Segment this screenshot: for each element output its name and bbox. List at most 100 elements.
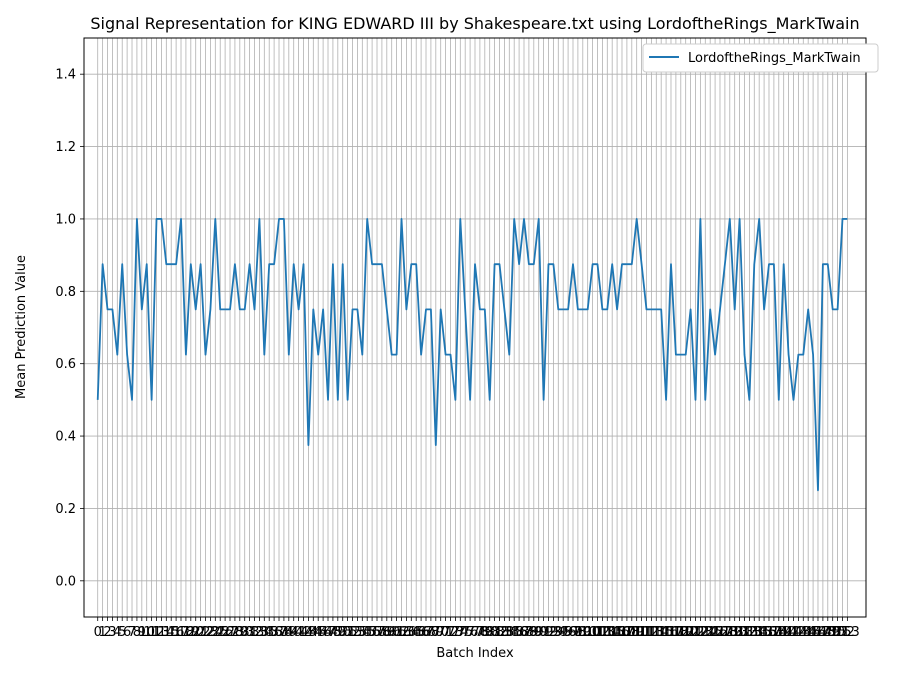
x-tick-label: 108 — [614, 625, 639, 640]
x-tick-label: 120 — [673, 625, 698, 640]
y-axis-label: Mean Prediction Value — [14, 255, 29, 399]
data-point — [694, 399, 696, 401]
x-tick-label: 22 — [197, 625, 214, 640]
data-point — [107, 308, 109, 310]
data-point — [773, 263, 775, 265]
data-point — [641, 263, 643, 265]
x-tick-label: 82 — [491, 625, 508, 640]
x-tick-label: 12 — [148, 625, 165, 640]
data-point — [146, 263, 148, 265]
data-point — [523, 218, 525, 220]
y-tick-label: 1.4 — [55, 68, 76, 83]
x-tick-label: 125 — [698, 625, 723, 640]
data-point — [748, 399, 750, 401]
data-point — [234, 263, 236, 265]
data-point — [601, 308, 603, 310]
data-point — [484, 308, 486, 310]
x-tick-label: 46 — [315, 625, 332, 640]
data-point — [312, 308, 314, 310]
x-tick-label: 143 — [786, 625, 811, 640]
y-tick-label: 1.0 — [55, 212, 76, 227]
data-point — [435, 444, 437, 446]
data-point — [454, 399, 456, 401]
data-point — [494, 263, 496, 265]
x-tick-label: 4 — [113, 625, 121, 640]
data-point — [675, 354, 677, 356]
x-tick-label: 19 — [183, 625, 200, 640]
data-point — [562, 308, 564, 310]
data-point — [180, 218, 182, 220]
data-point — [655, 308, 657, 310]
data-point — [459, 218, 461, 220]
data-point — [136, 218, 138, 220]
legend-box — [642, 43, 879, 73]
x-tick-label: 55 — [359, 625, 376, 640]
data-point — [714, 354, 716, 356]
data-point — [533, 263, 535, 265]
data-point — [126, 354, 128, 356]
data-point — [489, 399, 491, 401]
data-point — [587, 308, 589, 310]
data-point — [249, 263, 251, 265]
data-point — [376, 263, 378, 265]
x-tick-label: 80 — [481, 625, 498, 640]
x-tick-label: 152 — [830, 625, 855, 640]
data-point — [405, 308, 407, 310]
x-tick-label: 74 — [452, 625, 469, 640]
data-point — [645, 308, 647, 310]
x-tick-label: 112 — [634, 625, 659, 640]
data-point — [621, 263, 623, 265]
y-gridlines — [84, 73, 866, 582]
x-tick-label: 132 — [732, 625, 757, 640]
x-tick-label: 0 — [94, 625, 102, 640]
data-point — [386, 308, 388, 310]
data-point — [739, 218, 741, 220]
data-point — [670, 263, 672, 265]
x-tick-label: 25 — [212, 625, 229, 640]
x-tick-label: 94 — [550, 625, 567, 640]
data-point — [396, 354, 398, 356]
x-tick-label: 52 — [344, 625, 361, 640]
x-tick-label: 138 — [761, 625, 786, 640]
data-point — [224, 308, 226, 310]
x-tick-label: 118 — [663, 625, 688, 640]
series-layer — [96, 218, 848, 492]
x-tick-label: 96 — [560, 625, 577, 640]
y-tick-label: 1.2 — [55, 140, 76, 155]
data-point — [327, 399, 329, 401]
x-tick-label: 44 — [305, 625, 322, 640]
data-point — [788, 354, 790, 356]
data-point — [307, 444, 309, 446]
data-point — [616, 308, 618, 310]
x-tick-label: 53 — [349, 625, 366, 640]
x-tick-label: 153 — [835, 625, 860, 640]
x-tick-label: 11 — [143, 625, 160, 640]
data-point — [401, 218, 403, 220]
x-tick-label: 33 — [251, 625, 268, 640]
x-tick-label: 113 — [639, 625, 664, 640]
x-tick-label: 61 — [388, 625, 405, 640]
x-tick-label: 84 — [501, 625, 518, 640]
data-point — [832, 308, 834, 310]
x-tick-label: 17 — [173, 625, 190, 640]
data-point — [450, 354, 452, 356]
data-point — [102, 263, 104, 265]
x-tick-label: 49 — [330, 625, 347, 640]
x-tick-label: 122 — [683, 625, 708, 640]
x-tick-label: 13 — [153, 625, 170, 640]
x-tick-label: 39 — [281, 625, 298, 640]
data-point — [425, 308, 427, 310]
data-point — [685, 354, 687, 356]
data-point — [719, 308, 721, 310]
x-tick-label: 90 — [530, 625, 547, 640]
data-point — [254, 308, 256, 310]
data-point — [812, 354, 814, 356]
data-point — [219, 308, 221, 310]
x-tick-label: 42 — [295, 625, 312, 640]
data-point — [175, 263, 177, 265]
data-point — [753, 263, 755, 265]
data-point — [303, 263, 305, 265]
x-tick-label: 97 — [565, 625, 582, 640]
data-point — [205, 354, 207, 356]
data-point — [792, 399, 794, 401]
